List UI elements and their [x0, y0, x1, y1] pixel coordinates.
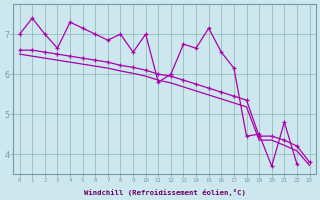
X-axis label: Windchill (Refroidissement éolien,°C): Windchill (Refroidissement éolien,°C): [84, 189, 245, 196]
